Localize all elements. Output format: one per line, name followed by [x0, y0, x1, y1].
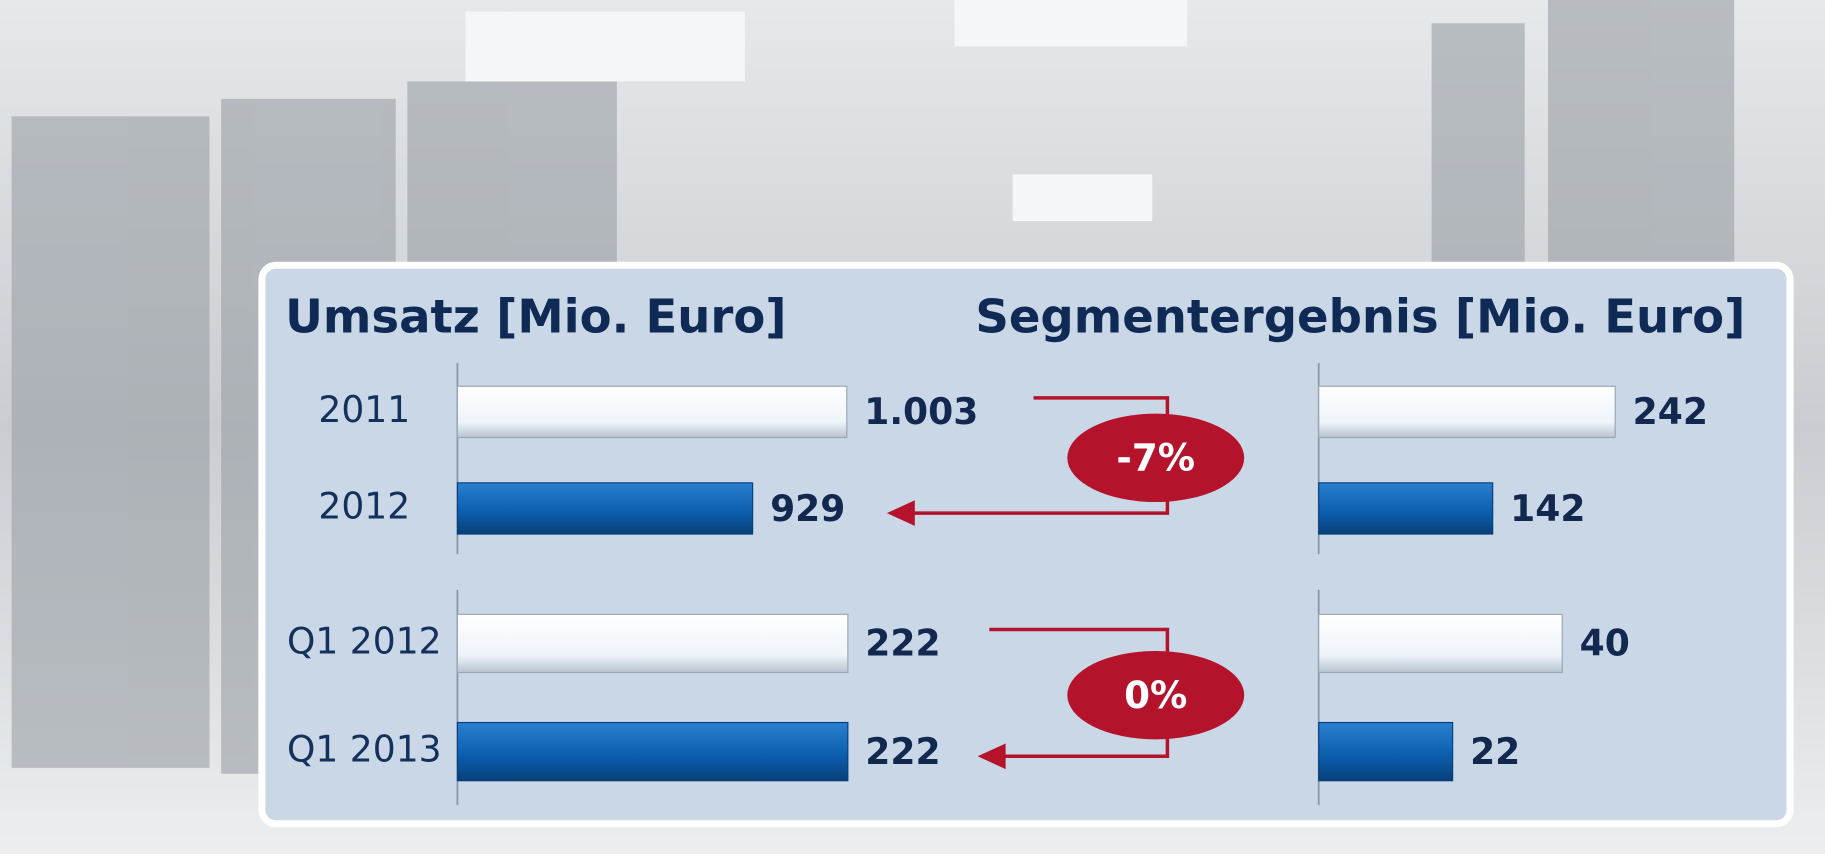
- bar: [456, 482, 754, 535]
- arrow-head: [977, 743, 1006, 770]
- category-label: Q1 2012: [287, 620, 442, 662]
- category-label: 2012: [318, 485, 410, 527]
- bar: [1318, 613, 1563, 674]
- bar: [456, 385, 848, 439]
- ceiling-lights: [465, 0, 1188, 222]
- value-label: 222: [865, 623, 940, 665]
- bar: [456, 613, 849, 674]
- chart-title: Segmentergebnis [Mio. Euro]: [975, 289, 1745, 343]
- value-label: 142: [1510, 488, 1585, 530]
- value-label: 222: [865, 731, 940, 773]
- value-label: 1.003: [864, 391, 978, 433]
- value-label: 22: [1470, 731, 1520, 773]
- bar: [1318, 721, 1454, 782]
- change-badge: [1067, 650, 1245, 740]
- value-label: 929: [770, 488, 845, 530]
- arrow-head: [886, 500, 915, 526]
- bar: [1318, 482, 1494, 535]
- category-label: 2011: [318, 389, 410, 431]
- category-label: Q1 2013: [287, 729, 442, 771]
- bar: [1318, 385, 1616, 439]
- change-badge: [1067, 413, 1245, 503]
- server-racks: [11, 0, 1735, 774]
- change-label: -7%: [1116, 436, 1195, 480]
- chart-title: Umsatz [Mio. Euro]: [285, 289, 786, 343]
- bar: [456, 721, 849, 782]
- value-label: 242: [1633, 391, 1708, 433]
- value-label: 40: [1580, 623, 1630, 665]
- change-label: 0%: [1124, 673, 1187, 717]
